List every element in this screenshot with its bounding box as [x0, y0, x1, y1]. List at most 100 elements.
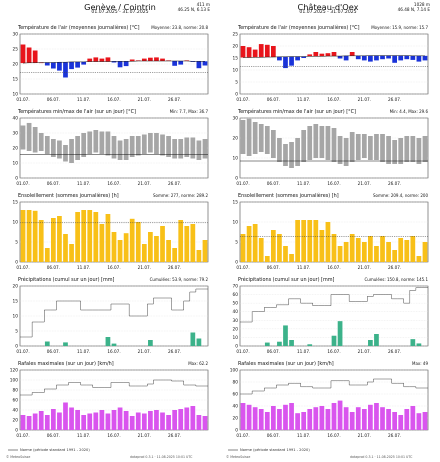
chart-title: Températures min/max de l'air (sur un jo…	[17, 108, 136, 115]
x-tick-label: 01.07.	[236, 265, 249, 270]
precip-bar	[63, 342, 68, 346]
sunshine-bar	[99, 224, 105, 262]
precip-bar	[410, 339, 416, 346]
y-tick-label: 15	[233, 56, 239, 62]
precip-bar	[105, 337, 111, 346]
chart-title: Ensoleillement (sommes journalières) [h]	[18, 192, 119, 199]
temp-bar	[69, 61, 74, 70]
minmax-bar	[355, 134, 361, 160]
temp-bar	[184, 60, 190, 61]
sunshine-bar	[283, 246, 288, 262]
chart-title: Rafales maximales (sur un jour) [km/h]	[18, 361, 114, 367]
gust-bar	[20, 415, 26, 430]
temp-bar	[380, 55, 385, 60]
y-tick-label: 100	[10, 378, 18, 384]
x-tick-label: 21.07.	[358, 265, 371, 270]
x-tick-label: 11.07.	[77, 181, 90, 186]
sunshine-bar	[277, 234, 282, 262]
gust-bar	[246, 404, 252, 430]
station-coords-left: 46.25 N, 6.13 E	[177, 7, 210, 12]
sunshine-bar	[105, 214, 111, 262]
gust-bar	[343, 407, 349, 430]
gust-bar	[154, 410, 159, 430]
x-tick-label: 11.07.	[297, 265, 310, 270]
x-tick-label: 06.07.	[47, 349, 60, 354]
x-tick-label: 06.07.	[267, 97, 280, 102]
sunshine-bar	[202, 240, 208, 262]
sunshine-bar	[141, 244, 147, 262]
minmax-bar	[410, 136, 416, 162]
precip-bar	[307, 344, 313, 346]
precip-bar	[264, 342, 270, 346]
y-tick-label: 60	[233, 392, 239, 398]
minmax-bar	[331, 128, 337, 162]
precip-bar	[44, 341, 50, 346]
precip-bar	[331, 335, 337, 346]
gust-bar	[44, 415, 50, 430]
sunshine-bar	[295, 220, 300, 262]
temp-bar	[337, 56, 343, 59]
minmax-bar	[69, 139, 74, 163]
minmax-bar	[380, 134, 385, 162]
y-tick-label: 5	[15, 329, 18, 335]
precip-bar	[148, 340, 153, 346]
sunshine-bar	[349, 234, 355, 262]
minmax-bar	[75, 136, 80, 160]
minmax-bar	[349, 132, 355, 162]
gust-bar	[289, 403, 294, 430]
temp-bar	[105, 57, 111, 62]
temp-bar	[32, 50, 38, 63]
x-tick-label: 26.07.	[168, 265, 181, 270]
x-tick-label: 06.07.	[267, 181, 280, 186]
station-meta-right: 1028 m 46.48 N, 7.14 E	[388, 2, 430, 12]
x-tick-label: 06.07.	[267, 349, 280, 354]
x-tick-label: 01.07.	[16, 265, 29, 270]
temp-bar	[38, 62, 44, 64]
gust-bar	[277, 409, 282, 430]
sunshine-bar	[50, 218, 56, 262]
minmax-bar	[240, 120, 246, 154]
minmax-bar	[361, 134, 367, 158]
minmax-bar	[32, 127, 38, 153]
sunshine-bar	[410, 236, 416, 262]
gust-bar	[57, 412, 62, 430]
temp-bar	[416, 55, 422, 62]
x-tick-label: 26.07.	[168, 349, 181, 354]
temp-bar	[295, 56, 300, 61]
gust-bar	[270, 406, 276, 430]
sunshine-bar	[258, 238, 264, 262]
x-tick-label: 11.07.	[77, 97, 90, 102]
y-tick-label: 5	[235, 240, 238, 246]
gust-bar	[337, 400, 343, 430]
chart-temp-mean-right: Température de l'air (moyennes journaliè…	[233, 24, 429, 102]
x-tick-label: 11.07.	[297, 181, 310, 186]
x-tick-label: 11.07.	[297, 97, 310, 102]
sunshine-bar	[416, 256, 422, 262]
y-tick-label: 15	[233, 200, 239, 206]
x-tick-label: 16.07.	[107, 181, 120, 186]
gust-bar	[63, 402, 68, 430]
temp-bar	[178, 61, 184, 65]
minmax-bar	[148, 133, 153, 153]
minmax-bar	[337, 136, 343, 164]
chart-title: Ensoleillement (sommes journalières) [h]	[238, 192, 339, 199]
gust-bar	[252, 407, 258, 430]
minmax-bar	[111, 136, 117, 159]
temp-bar	[129, 59, 135, 62]
temp-bar	[87, 58, 93, 62]
temp-bar	[283, 56, 288, 69]
minmax-bar	[289, 142, 294, 168]
sunshine-bar	[32, 210, 38, 262]
x-tick-label: 26.07.	[388, 433, 401, 438]
gust-bar	[87, 413, 93, 430]
temp-bar	[313, 52, 319, 57]
plot-frame	[239, 33, 429, 95]
station-title-right: Château-d'Oex	[297, 2, 359, 12]
temp-bar	[368, 55, 373, 62]
gust-bar	[50, 409, 56, 430]
sunshine-bar	[190, 224, 196, 262]
y-tick-label: 0	[15, 428, 18, 434]
chart-sunshine-left: Ensoleillement (sommes journalières) [h]…	[13, 192, 209, 270]
minmax-bar	[105, 131, 111, 156]
temp-bar	[343, 55, 349, 61]
